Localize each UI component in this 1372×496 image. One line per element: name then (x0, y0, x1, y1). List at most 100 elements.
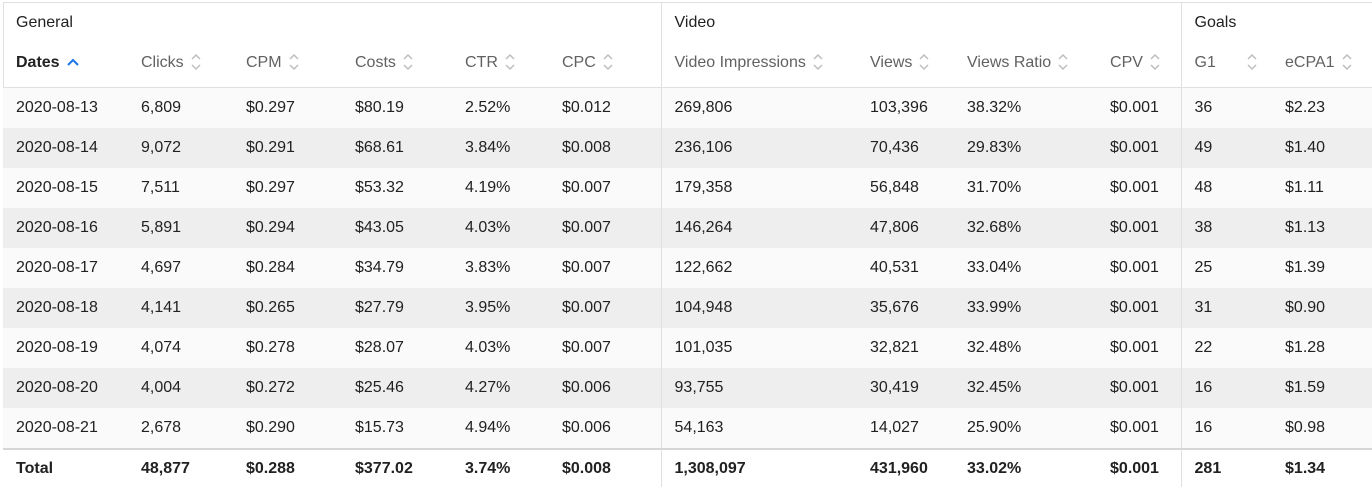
column-header-cpv[interactable]: CPV (1097, 44, 1182, 88)
cell-cpv: $0.001 (1097, 208, 1182, 248)
cell-cpv: $0.001 (1097, 408, 1182, 449)
report-table: General Video Goals Dates Clicks CPM Cos… (3, 2, 1372, 487)
cell-clicks: 4,697 (128, 248, 233, 288)
cell-cpm: $0.297 (233, 168, 342, 208)
cell-cpm: $0.294 (233, 208, 342, 248)
total-row: Total 48,877 $0.288 $377.02 3.74% $0.008… (3, 448, 1372, 487)
sort-toggle-icon[interactable] (1341, 53, 1353, 71)
cell-cpv: $0.001 (1097, 128, 1182, 168)
cell-video-impressions: 146,264 (660, 208, 858, 248)
column-header-ecpa1[interactable]: eCPA1 (1272, 44, 1372, 88)
cell-costs: $15.73 (342, 408, 452, 449)
column-header-label: Costs (355, 54, 396, 72)
cell-costs: $34.79 (342, 248, 452, 288)
column-header-label: Video Impressions (674, 54, 806, 72)
cell-clicks: 7,511 (128, 168, 233, 208)
cell-views-ratio: 38.32% (954, 87, 1098, 128)
table-row[interactable]: 2020-08-18 4,141 $0.265 $27.79 3.95% $0.007 10… (3, 288, 1372, 328)
cell-ctr: 4.19% (452, 168, 549, 208)
cell-ecpa1: $1.39 (1272, 248, 1372, 288)
cell-date: 2020-08-18 (3, 288, 128, 328)
sort-toggle-icon[interactable] (602, 53, 614, 71)
column-header-label: G1 (1194, 54, 1216, 72)
total-label: Total (3, 448, 128, 487)
cell-views: 47,806 (857, 208, 955, 248)
cell-views-ratio: 32.48% (954, 328, 1098, 368)
sort-toggle-icon[interactable] (288, 53, 300, 71)
total-video-impressions: 1,308,097 (660, 448, 858, 487)
cell-g1: 25 (1180, 248, 1273, 288)
sort-toggle-icon[interactable] (504, 53, 516, 71)
column-header-clicks[interactable]: Clicks (128, 44, 233, 88)
sort-ascending-icon[interactable] (66, 53, 79, 71)
column-header-g1[interactable]: G1 (1180, 44, 1273, 88)
total-clicks: 48,877 (128, 448, 233, 487)
cell-cpc: $0.007 (549, 168, 662, 208)
table-row[interactable]: 2020-08-21 2,678 $0.290 $15.73 4.94% $0.006 54… (3, 408, 1372, 449)
cell-views-ratio: 31.70% (954, 168, 1098, 208)
cell-views-ratio: 32.68% (954, 208, 1098, 248)
column-header-ctr[interactable]: CTR (452, 44, 549, 88)
cell-g1: 16 (1180, 368, 1273, 408)
total-cpv: $0.001 (1097, 448, 1182, 487)
cell-ctr: 4.94% (452, 408, 549, 449)
column-header-label: Views Ratio (967, 54, 1052, 72)
sort-toggle-icon[interactable] (1057, 53, 1069, 71)
column-header-views[interactable]: Views (857, 44, 955, 88)
cell-clicks: 9,072 (128, 128, 233, 168)
cell-g1: 49 (1180, 128, 1273, 168)
column-header-label: CPV (1110, 54, 1143, 72)
column-header-cpc[interactable]: CPC (549, 44, 662, 88)
total-cpc: $0.008 (549, 448, 662, 487)
cell-views-ratio: 33.04% (954, 248, 1098, 288)
cell-clicks: 4,141 (128, 288, 233, 328)
cell-video-impressions: 269,806 (660, 87, 858, 128)
cell-views: 14,027 (857, 408, 955, 449)
cell-cpc: $0.007 (549, 288, 662, 328)
cell-cpc: $0.008 (549, 128, 662, 168)
cell-cpv: $0.001 (1097, 288, 1182, 328)
group-header-video: Video (660, 2, 1182, 44)
table-row[interactable]: 2020-08-19 4,074 $0.278 $28.07 4.03% $0.007 10… (3, 328, 1372, 368)
column-header-dates[interactable]: Dates (3, 44, 128, 88)
cell-cpc: $0.007 (549, 248, 662, 288)
sort-toggle-icon[interactable] (1149, 53, 1161, 71)
cell-views-ratio: 25.90% (954, 408, 1098, 449)
column-header-label: CTR (465, 54, 498, 72)
column-header-costs[interactable]: Costs (342, 44, 452, 88)
cell-cpm: $0.278 (233, 328, 342, 368)
cell-ecpa1: $1.13 (1272, 208, 1372, 248)
cell-costs: $53.32 (342, 168, 452, 208)
cell-clicks: 5,891 (128, 208, 233, 248)
cell-date: 2020-08-17 (3, 248, 128, 288)
table-row[interactable]: 2020-08-16 5,891 $0.294 $43.05 4.03% $0.007 14… (3, 208, 1372, 248)
cell-ecpa1: $1.11 (1272, 168, 1372, 208)
cell-cpm: $0.272 (233, 368, 342, 408)
cell-g1: 48 (1180, 168, 1273, 208)
sort-toggle-icon[interactable] (918, 53, 930, 71)
column-header-views-ratio[interactable]: Views Ratio (954, 44, 1098, 88)
column-header-label: CPC (562, 54, 596, 72)
table-row[interactable]: 2020-08-13 6,809 $0.297 $80.19 2.52% $0.012 26… (3, 87, 1372, 128)
cell-cpc: $0.007 (549, 208, 662, 248)
cell-ecpa1: $0.98 (1272, 408, 1372, 449)
table-row[interactable]: 2020-08-20 4,004 $0.272 $25.46 4.27% $0.006 93… (3, 368, 1372, 408)
sort-toggle-icon[interactable] (402, 53, 414, 71)
sort-toggle-icon[interactable] (1246, 53, 1258, 71)
total-views-ratio: 33.02% (954, 448, 1098, 487)
cell-ecpa1: $1.40 (1272, 128, 1372, 168)
table-row[interactable]: 2020-08-17 4,697 $0.284 $34.79 3.83% $0.007 12… (3, 248, 1372, 288)
sort-toggle-icon[interactable] (190, 53, 202, 71)
table-row[interactable]: 2020-08-14 9,072 $0.291 $68.61 3.84% $0.008 23… (3, 128, 1372, 168)
sort-toggle-icon[interactable] (812, 53, 824, 71)
column-header-cpm[interactable]: CPM (233, 44, 342, 88)
cell-video-impressions: 236,106 (660, 128, 858, 168)
cell-costs: $28.07 (342, 328, 452, 368)
cell-video-impressions: 101,035 (660, 328, 858, 368)
cell-g1: 22 (1180, 328, 1273, 368)
cell-ctr: 3.84% (452, 128, 549, 168)
table-row[interactable]: 2020-08-15 7,511 $0.297 $53.32 4.19% $0.007 17… (3, 168, 1372, 208)
column-header-video-impressions[interactable]: Video Impressions (660, 44, 858, 88)
total-ecpa1: $1.34 (1272, 448, 1372, 487)
cell-date: 2020-08-14 (3, 128, 128, 168)
